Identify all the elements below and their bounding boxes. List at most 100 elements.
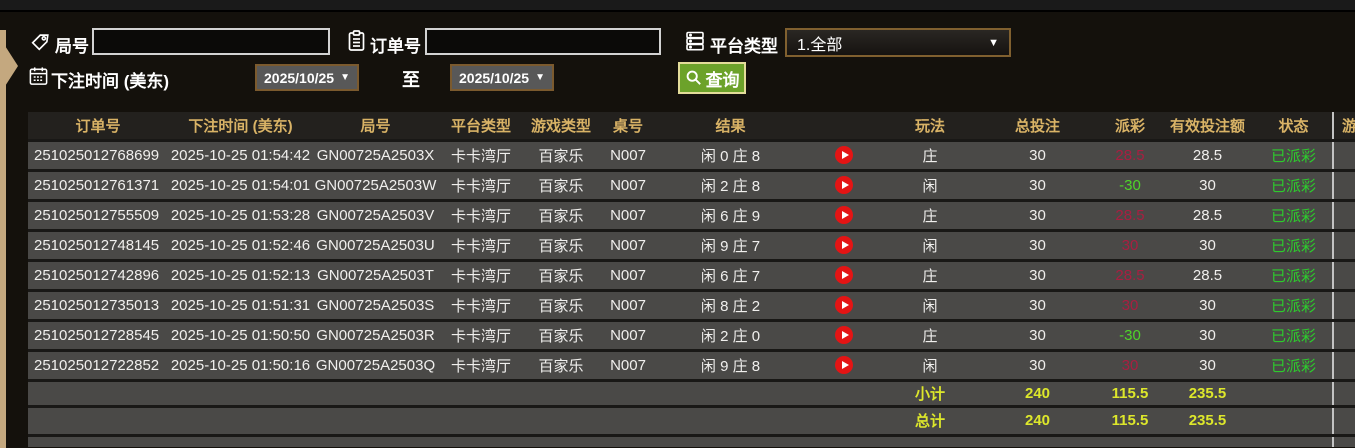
platform-cell: 卡卡湾厅 [438,140,524,172]
col-order-id: 订单号 [28,112,168,142]
col-truncated: 游 [1332,112,1355,142]
round-number-label: 局号 [55,37,89,56]
grand-total-valid-bet: 235.5 [1160,406,1255,437]
platform-cell: 卡卡湾厅 [438,230,524,262]
status-badge: 已派彩 [1255,350,1333,382]
replay-play-icon[interactable] [835,236,853,255]
bet-time-cell: 2025-10-25 01:54:42 [168,140,313,172]
round-number-input[interactable] [92,28,330,55]
status-badge: 已派彩 [1255,320,1333,352]
payout-cell: 30 [1100,290,1160,322]
platform-cell: 卡卡湾厅 [438,350,524,382]
truncated-cell [1332,320,1355,352]
search-button[interactable]: 查询 [678,62,746,94]
status-badge: 已派彩 [1255,260,1333,292]
col-total-bet: 总投注 [975,112,1100,142]
grand-total-payout: 115.5 [1100,406,1160,437]
result-cell: 闲 9 庄 8 [658,350,803,382]
table-no-cell: N007 [598,140,658,172]
order-id-cell: 251025012761371 [28,170,168,202]
payout-cell: 28.5 [1100,260,1160,292]
subtotal-label: 小计 [885,380,975,408]
platform-cell: 卡卡湾厅 [438,320,524,352]
subtotal-row: 小计 240 115.5 235.5 [28,380,1355,408]
col-table-no: 桌号 [598,112,658,142]
play-cell: 庄 [885,320,975,352]
col-game-type: 游戏类型 [524,112,598,142]
col-round-id: 局号 [313,112,438,142]
total-bet-cell: 30 [975,140,1100,172]
result-cell: 闲 8 庄 2 [658,290,803,322]
order-number-label: 订单号 [370,37,421,56]
valid-bet-cell: 28.5 [1160,260,1255,292]
status-badge: 已派彩 [1255,170,1333,202]
platform-type-select[interactable]: 1.全部 ▼ [785,28,1011,57]
play-cell: 庄 [885,260,975,292]
order-id-cell: 251025012748145 [28,230,168,262]
col-result: 结果 [658,112,803,142]
replay-play-icon[interactable] [835,326,853,345]
bet-time-cell: 2025-10-25 01:50:16 [168,350,313,382]
date-to-select[interactable]: 2025/10/25 ▼ [450,64,554,91]
table-no-cell: N007 [598,260,658,292]
date-from-select[interactable]: 2025/10/25 ▼ [255,64,359,91]
payout-cell: 30 [1100,350,1160,382]
game-type-cell: 百家乐 [524,320,598,352]
replay-play-icon[interactable] [835,206,853,225]
col-platform: 平台类型 [438,112,524,142]
calendar-icon [28,65,49,87]
col-status: 状态 [1255,112,1333,142]
replay-cell [803,320,885,352]
top-strip [0,0,1355,12]
bet-records-table: 订单号 下注时间 (美东) 局号 平台类型 游戏类型 桌号 结果 玩法 总投注 … [28,112,1355,448]
total-bet-cell: 30 [975,200,1100,232]
order-id-cell: 251025012728545 [28,320,168,352]
payout-cell: 28.5 [1100,200,1160,232]
platform-cell: 卡卡湾厅 [438,290,524,322]
total-bet-cell: 30 [975,230,1100,262]
date-to-value: 2025/10/25 [459,69,530,86]
game-type-cell: 百家乐 [524,140,598,172]
replay-cell [803,260,885,292]
round-id-cell: GN00725A2503Q [313,350,438,382]
truncated-cell [1332,290,1355,322]
result-cell: 闲 9 庄 7 [658,230,803,262]
status-badge: 已派彩 [1255,140,1333,172]
table-no-cell: N007 [598,350,658,382]
play-cell: 闲 [885,290,975,322]
tag-icon [29,31,51,53]
order-id-cell: 251025012722852 [28,350,168,382]
platform-cell: 卡卡湾厅 [438,170,524,202]
truncated-cell [1332,230,1355,262]
game-type-cell: 百家乐 [524,350,598,382]
total-bet-cell: 30 [975,170,1100,202]
bet-time-cell: 2025-10-25 01:52:13 [168,260,313,292]
total-bet-cell: 30 [975,260,1100,292]
replay-play-icon[interactable] [835,356,853,375]
bet-time-label: 下注时间 (美东) [51,72,170,91]
replay-play-icon[interactable] [835,176,853,195]
table-body: 251025012768699 2025-10-25 01:54:42 GN00… [28,140,1355,447]
replay-cell [803,230,885,262]
order-number-input[interactable] [425,28,661,55]
total-bet-cell: 30 [975,290,1100,322]
round-id-cell: GN00725A2503V [313,200,438,232]
table-row: 251025012742896 2025-10-25 01:52:13 GN00… [28,260,1355,292]
status-badge: 已派彩 [1255,290,1333,322]
valid-bet-cell: 28.5 [1160,140,1255,172]
replay-play-icon[interactable] [835,296,853,315]
order-id-cell: 251025012755509 [28,200,168,232]
play-cell: 闲 [885,170,975,202]
replay-play-icon[interactable] [835,266,853,285]
platform-type-value: 1.全部 [797,36,843,54]
game-type-cell: 百家乐 [524,230,598,262]
truncated-cell [1332,140,1355,172]
bet-time-cell: 2025-10-25 01:54:01 [168,170,313,202]
payout-cell: 30 [1100,230,1160,262]
result-cell: 闲 0 庄 8 [658,140,803,172]
replay-cell [803,290,885,322]
replay-play-icon[interactable] [835,146,853,165]
side-decor-strip [0,30,6,448]
order-id-cell: 251025012735013 [28,290,168,322]
table-row: 251025012728545 2025-10-25 01:50:50 GN00… [28,320,1355,352]
